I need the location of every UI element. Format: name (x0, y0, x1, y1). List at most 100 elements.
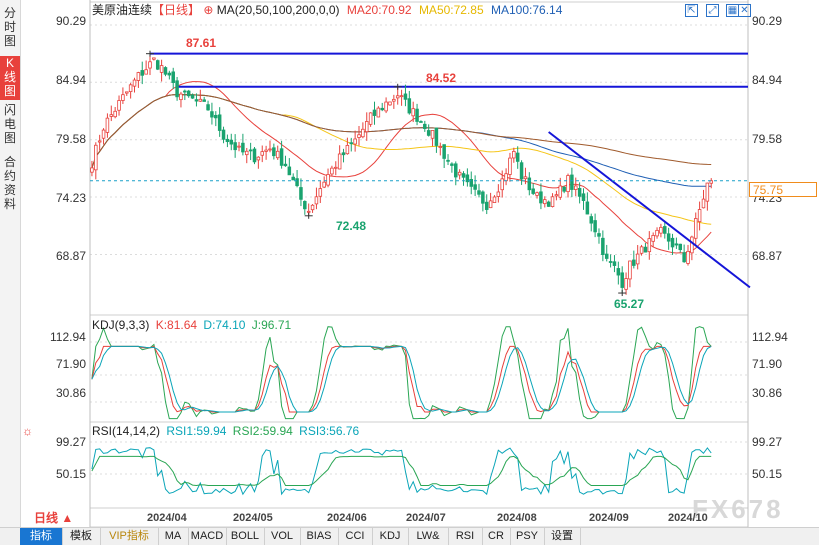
candle-body (225, 138, 230, 143)
high-annotation: 84.52 (426, 71, 457, 85)
close-icon[interactable]: ✕ (738, 4, 751, 17)
crosshair-icon[interactable]: ⊕ (203, 3, 214, 17)
candle-body (117, 100, 121, 111)
toolbar-indicator[interactable]: 指标 (20, 528, 63, 545)
kdj-title[interactable]: KDJ(9,3,3) (92, 318, 150, 332)
toolbar-vip-indicator[interactable]: VIP指标 (100, 528, 159, 545)
tab-contract-info[interactable]: 合约资料 (0, 155, 20, 213)
toolbar-ma[interactable]: MA (158, 528, 189, 545)
candle-body (283, 163, 288, 167)
ma-params[interactable]: MA(20,50,100,200,0,0) (216, 3, 340, 17)
candle-body (519, 162, 524, 180)
candle-body (570, 174, 574, 190)
candle-body (148, 61, 152, 69)
period-tag[interactable]: 【日线】 (152, 3, 201, 17)
chart-canvas[interactable]: FX678 (0, 0, 819, 527)
tab-timeshare[interactable]: 分时图 (0, 6, 20, 50)
x-tick-date: 2024/07 (406, 512, 446, 524)
candle-body (666, 233, 671, 242)
candle-body (701, 198, 706, 209)
candle-body (523, 176, 528, 180)
fullscreen-icon[interactable]: ⇱ (685, 4, 698, 17)
kdj-d-line (91, 345, 712, 413)
candle-body (113, 110, 117, 118)
candle-body (198, 98, 203, 102)
toolbar-cr[interactable]: CR (482, 528, 511, 545)
candle-body (450, 163, 454, 166)
expand-icon[interactable]: ⤢ (706, 4, 719, 17)
candle-body (163, 67, 168, 75)
rsi-legend: RSI(14,14,2) RSI1:59.94 RSI2:59.94 RSI3:… (92, 424, 359, 438)
candle-body (550, 196, 555, 207)
candle-body (334, 166, 338, 169)
candle-body (407, 98, 412, 114)
candle-body (264, 149, 268, 152)
candle-body (438, 146, 443, 148)
candle-body (473, 184, 477, 190)
rsi-settings-icon[interactable]: ☼ (22, 424, 33, 438)
candle-body (484, 201, 489, 210)
candle-body (515, 152, 520, 162)
y-tick-left: 68.87 (56, 249, 87, 263)
candle-body (388, 101, 392, 106)
candle-body (543, 199, 547, 205)
candle-body (535, 192, 539, 196)
candle-body (159, 65, 164, 73)
candle-body (237, 145, 241, 148)
high-annotation: 87.61 (186, 36, 217, 50)
candle-body (210, 111, 214, 118)
candle-body (423, 123, 427, 129)
candle-body (546, 201, 551, 207)
x-tick-date: 2024/09 (589, 512, 629, 524)
candle-body (384, 101, 388, 112)
caret-down-icon: ▲ (61, 511, 74, 525)
current-price-tag: 75.75 (749, 182, 817, 197)
rsi-title[interactable]: RSI(14,14,2) (92, 424, 161, 438)
kdj-lines (91, 326, 712, 420)
toolbar-macd[interactable]: MACD (188, 528, 227, 545)
toolbar-vol[interactable]: VOL (264, 528, 301, 545)
candle-body (241, 142, 245, 153)
candle-body (109, 114, 114, 117)
candle-body (101, 129, 106, 139)
candle-body (693, 218, 698, 239)
candle-body (624, 278, 628, 290)
moving-average-lines (91, 81, 712, 254)
candle-body (604, 253, 609, 259)
toolbar-settings[interactable]: 设置 (544, 528, 581, 545)
trend-line[interactable] (548, 131, 751, 289)
toolbar-psy[interactable]: PSY (510, 528, 545, 545)
period-switch[interactable]: 日线 ▲ (34, 511, 73, 525)
candle-body (167, 72, 172, 76)
candle-body (597, 233, 601, 237)
x-tick-date: 2024/10 (668, 512, 708, 524)
toolbar-cci[interactable]: CCI (338, 528, 373, 545)
candle-body (465, 174, 470, 183)
toolbar-lw[interactable]: LW& (408, 528, 449, 545)
candle-body (651, 235, 655, 242)
candle-body (620, 272, 624, 288)
candle-body (531, 188, 535, 194)
candle-body (581, 193, 586, 202)
candle-body (97, 140, 102, 143)
tab-flash-label: 闪电图 (3, 103, 16, 145)
toolbar-boll[interactable]: BOLL (226, 528, 265, 545)
toolbar-bias[interactable]: BIAS (300, 528, 339, 545)
candle-body (434, 127, 439, 146)
candle-body (670, 237, 675, 248)
low-annotation: 72.48 (336, 219, 367, 233)
toolbar-template[interactable]: 模板 (62, 528, 101, 545)
candle-body (488, 200, 493, 209)
ma20-value: MA20:70.92 (346, 3, 412, 17)
candle-body (500, 178, 504, 191)
ma50-line (91, 94, 712, 225)
toolbar-kdj[interactable]: KDJ (372, 528, 409, 545)
toolbar-rsi[interactable]: RSI (448, 528, 483, 545)
candle-body (349, 142, 354, 145)
candle-body (326, 174, 330, 186)
tab-flash[interactable]: 闪电图 (0, 103, 20, 147)
candle-body (105, 117, 110, 133)
candle-body (190, 94, 195, 99)
